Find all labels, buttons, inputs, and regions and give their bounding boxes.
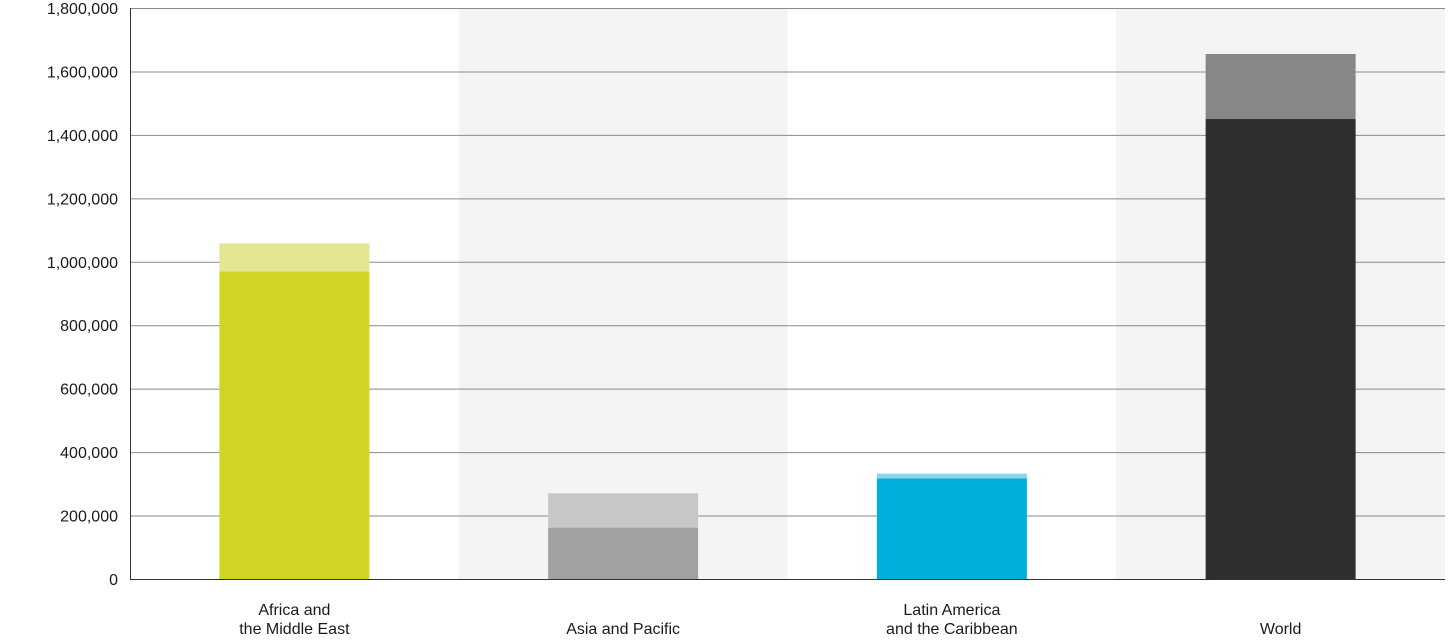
y-tick-label: 800,000 bbox=[60, 318, 118, 335]
y-tick-label: 1,400,000 bbox=[47, 128, 118, 145]
y-tick-label: 0 bbox=[109, 572, 118, 589]
x-category-label-line1: Latin America bbox=[903, 602, 1000, 619]
bar-segment-base bbox=[1205, 119, 1356, 580]
x-category-label-line2: the Middle East bbox=[239, 621, 350, 638]
y-tick-label: 400,000 bbox=[60, 445, 118, 462]
y-tick-label: 1,000,000 bbox=[47, 255, 118, 272]
bar-segment-base bbox=[548, 527, 699, 579]
y-tick-label: 1,600,000 bbox=[47, 64, 118, 81]
bar-segment-top bbox=[876, 473, 1027, 479]
y-tick-label: 1,800,000 bbox=[47, 1, 118, 18]
x-category-labels: Africa and the Middle East Asia and Pacifi… bbox=[239, 602, 1301, 638]
y-tick-labels: 0 200,000 400,000 600,000 800,000 1,000,000 1,… bbox=[47, 1, 118, 589]
bar-segment-top bbox=[1205, 53, 1356, 120]
x-category-label-line2: World bbox=[1260, 621, 1302, 638]
x-category-label-line2: Asia and Pacific bbox=[566, 621, 680, 638]
category-band bbox=[458, 8, 788, 579]
bars bbox=[219, 53, 1356, 580]
bar-segment-base bbox=[219, 271, 370, 579]
bar-segment-top bbox=[219, 243, 370, 272]
y-tick-label: 1,200,000 bbox=[47, 191, 118, 208]
bar-segment-base bbox=[876, 478, 1027, 579]
y-tick-label: 200,000 bbox=[60, 509, 118, 526]
bar-segment-top bbox=[548, 493, 699, 528]
x-category-label-line2: and the Caribbean bbox=[886, 621, 1018, 638]
y-tick-label: 600,000 bbox=[60, 382, 118, 399]
x-category-label-line1: Africa and bbox=[258, 602, 330, 619]
